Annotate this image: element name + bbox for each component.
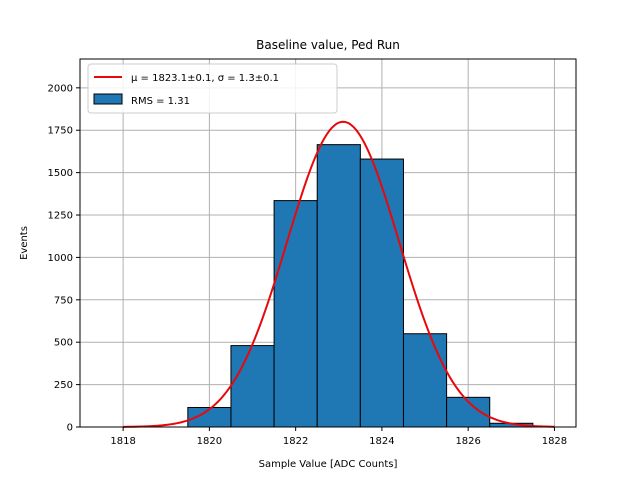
y-tick-label: 1500 — [48, 168, 73, 179]
x-tick-label: 1822 — [283, 436, 308, 447]
legend: μ = 1823.1±0.1, σ = 1.3±0.1 RMS = 1.31 — [87, 63, 338, 114]
y-tick-label: 0 — [67, 423, 73, 434]
legend-fit-label: μ = 1823.1±0.1, σ = 1.3±0.1 — [131, 73, 279, 84]
y-axis-label: Events — [19, 226, 30, 260]
legend-box — [87, 63, 338, 114]
legend-rms-label: RMS = 1.31 — [131, 96, 190, 107]
x-tick-label: 1818 — [110, 436, 135, 447]
x-tick-label: 1828 — [542, 436, 567, 447]
histogram-bar — [402, 333, 448, 428]
legend-rms-swatch — [93, 93, 123, 105]
y-tick-label: 2000 — [48, 83, 73, 94]
x-axis-ticks: 1818 1820 1822 1824 1826 1828 — [110, 427, 567, 447]
axes-frame — [79, 58, 577, 428]
x-tick-label: 1824 — [369, 436, 394, 447]
y-tick-label: 1000 — [48, 253, 73, 264]
histogram-bars — [187, 144, 534, 428]
histogram-bar — [316, 144, 361, 428]
histogram-bar — [230, 345, 275, 428]
histogram-bar — [359, 158, 404, 428]
y-tick-label: 500 — [54, 338, 73, 349]
x-tick-label: 1826 — [455, 436, 480, 447]
x-tick-label: 1820 — [197, 436, 222, 447]
y-tick-label: 250 — [54, 380, 73, 391]
chart-title: Baseline value, Ped Run — [256, 38, 400, 52]
y-tick-label: 1250 — [48, 211, 73, 222]
y-tick-label: 1750 — [48, 126, 73, 137]
x-axis-label: Sample Value [ADC Counts] — [259, 459, 398, 470]
y-axis-ticks: 0 250 500 750 1000 1250 1500 1750 2000 — [48, 83, 80, 434]
histogram-bar — [273, 200, 318, 428]
fit-curve — [123, 120, 555, 428]
y-tick-label: 750 — [54, 295, 73, 306]
